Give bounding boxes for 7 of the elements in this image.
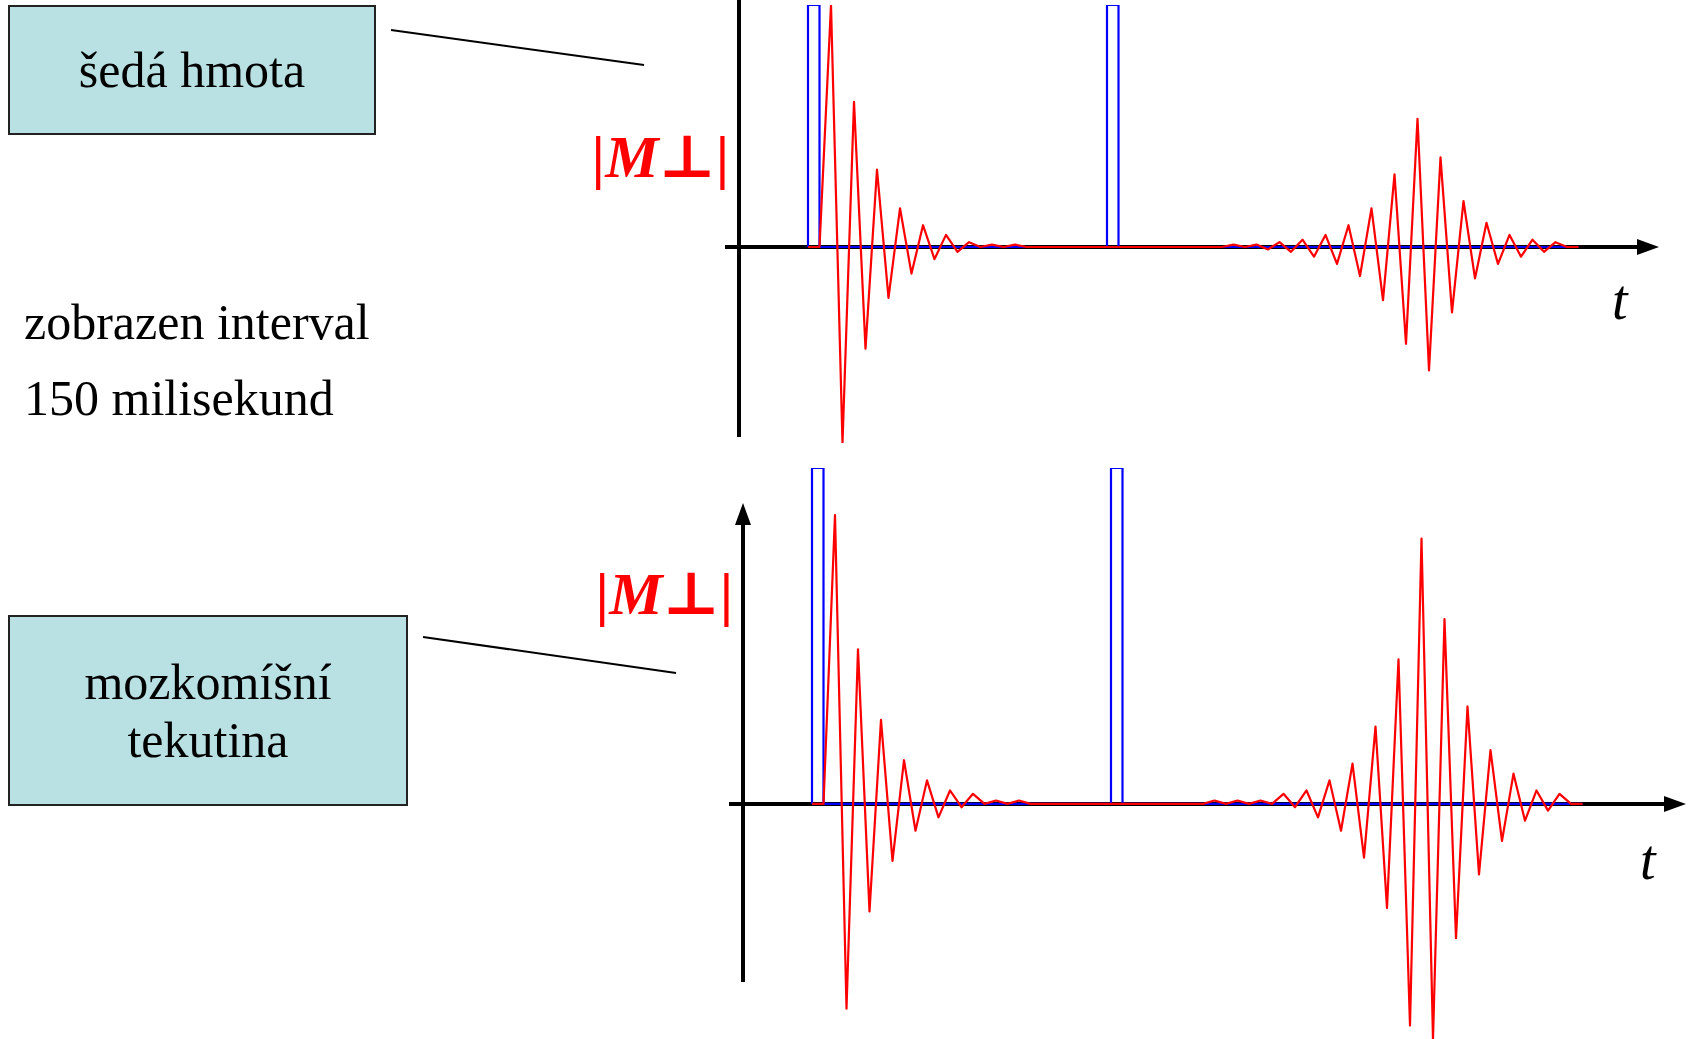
text: šedá hmota	[8, 5, 376, 135]
text: zobrazen interval 150 milisekund	[24, 293, 371, 428]
x-axis-title: t	[1612, 269, 1628, 331]
x-axis-title: t	[1640, 829, 1656, 891]
y-axis-title: |M⊥|	[592, 124, 730, 190]
text: mozkomíšní tekutina	[8, 615, 408, 806]
y-axis-title: |M⊥|	[596, 561, 734, 627]
